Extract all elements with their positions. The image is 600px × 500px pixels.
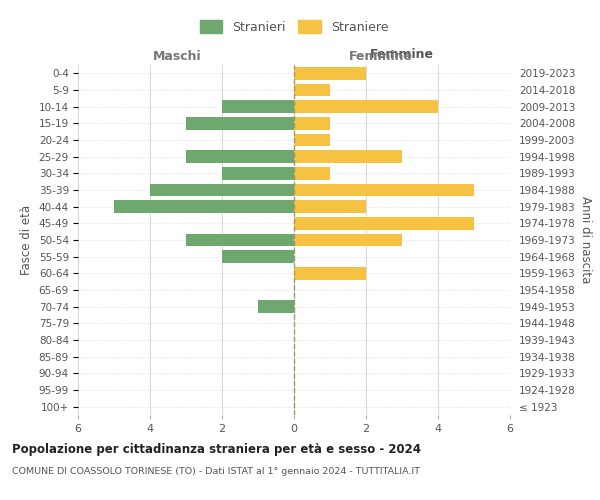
Bar bbox=[294, 167, 330, 179]
Bar bbox=[294, 184, 474, 196]
Legend: Stranieri, Straniere: Stranieri, Straniere bbox=[195, 15, 393, 39]
Bar bbox=[222, 167, 294, 179]
Bar bbox=[294, 117, 330, 130]
Text: Femmine: Femmine bbox=[370, 48, 434, 62]
Bar bbox=[222, 100, 294, 113]
Bar bbox=[186, 234, 294, 246]
Bar bbox=[294, 100, 438, 113]
Bar bbox=[294, 134, 330, 146]
Text: Femmine: Femmine bbox=[349, 50, 413, 62]
Bar bbox=[294, 200, 366, 213]
Bar bbox=[294, 234, 402, 246]
Bar bbox=[294, 84, 330, 96]
Y-axis label: Anni di nascita: Anni di nascita bbox=[580, 196, 592, 284]
Bar bbox=[222, 250, 294, 263]
Bar bbox=[258, 300, 294, 313]
Bar bbox=[186, 150, 294, 163]
Text: Popolazione per cittadinanza straniera per età e sesso - 2024: Popolazione per cittadinanza straniera p… bbox=[12, 442, 421, 456]
Bar bbox=[294, 267, 366, 280]
Bar bbox=[114, 200, 294, 213]
Y-axis label: Fasce di età: Fasce di età bbox=[20, 205, 33, 275]
Text: COMUNE DI COASSOLO TORINESE (TO) - Dati ISTAT al 1° gennaio 2024 - TUTTITALIA.IT: COMUNE DI COASSOLO TORINESE (TO) - Dati … bbox=[12, 468, 420, 476]
Bar bbox=[186, 117, 294, 130]
Bar bbox=[294, 150, 402, 163]
Bar bbox=[150, 184, 294, 196]
Bar bbox=[294, 217, 474, 230]
Bar bbox=[294, 67, 366, 80]
Text: Maschi: Maschi bbox=[152, 50, 202, 62]
